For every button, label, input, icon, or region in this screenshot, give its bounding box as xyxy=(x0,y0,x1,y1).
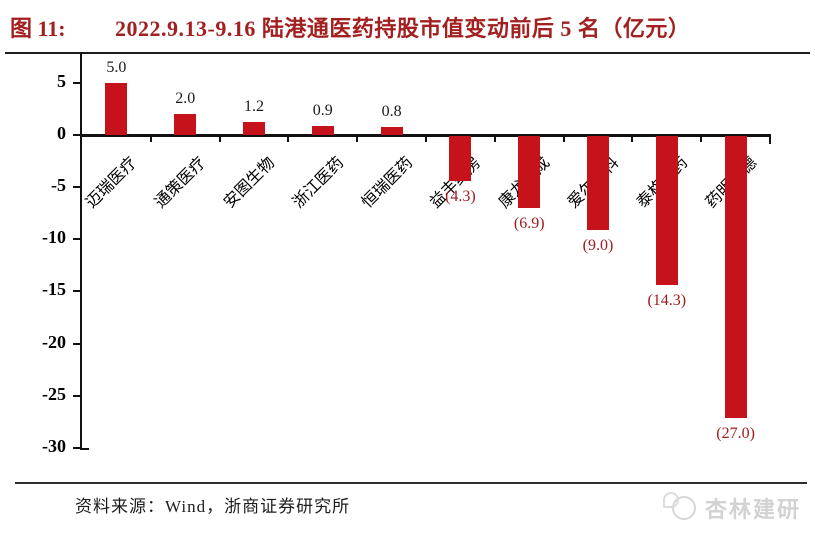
x-axis-tick xyxy=(631,137,634,142)
category-label: 迈瑞医疗 xyxy=(83,154,141,212)
bar xyxy=(518,136,541,208)
y-axis-tick xyxy=(73,394,80,397)
bar xyxy=(105,82,128,135)
x-axis-tick xyxy=(218,137,221,142)
y-tick-label: -25 xyxy=(42,383,66,404)
y-axis-tick xyxy=(73,290,80,293)
top-divider xyxy=(5,52,810,54)
bar xyxy=(655,136,678,286)
bottom-divider xyxy=(15,482,807,484)
x-axis-tick xyxy=(562,137,565,142)
y-axis-tick xyxy=(73,446,80,449)
x-axis xyxy=(80,134,771,137)
source-note: 资料来源：Wind，浙商证券研究所 xyxy=(75,497,351,516)
y-tick-label: 0 xyxy=(57,123,66,143)
figure-number-label: 图 11: xyxy=(10,16,66,41)
bar xyxy=(587,136,609,230)
y-axis-tick xyxy=(73,186,80,189)
figure-title: 2022.9.13-9.16 陆港通医药持股市值变动前后 5 名（亿元） xyxy=(115,16,691,41)
y-tick-label: -5 xyxy=(51,175,66,196)
y-tick-label: -20 xyxy=(42,331,66,352)
y-axis-tick xyxy=(73,81,80,84)
value-label: 5.0 xyxy=(106,58,127,76)
x-axis-tick xyxy=(700,137,703,142)
mascot-icon xyxy=(663,492,699,523)
bar xyxy=(243,122,265,135)
bar xyxy=(311,125,334,135)
x-axis-tick xyxy=(769,137,771,144)
category-label: 通策医疗 xyxy=(152,154,210,212)
brand-watermark: 杏林建研 xyxy=(663,492,801,524)
x-axis-tick xyxy=(493,137,496,142)
value-label: (9.0) xyxy=(582,236,614,254)
category-label: 安图生物 xyxy=(220,154,279,212)
y-axis-tick xyxy=(73,342,80,345)
value-label: (14.3) xyxy=(647,292,687,310)
axis-foot-tick xyxy=(82,448,89,450)
y-tick-label: 5 xyxy=(57,70,66,91)
category-label: 浙江医药 xyxy=(289,154,348,212)
x-axis-tick xyxy=(425,137,427,142)
x-axis-tick xyxy=(287,137,290,142)
y-axis-tick xyxy=(73,134,80,136)
value-label: (27.0) xyxy=(716,424,755,442)
y-tick-label: -30 xyxy=(42,435,66,456)
y-axis xyxy=(80,53,82,450)
value-label: (6.9) xyxy=(513,214,545,232)
value-label: 0.8 xyxy=(381,102,402,120)
bar xyxy=(174,114,197,135)
category-label: 恒瑞医药 xyxy=(358,154,416,212)
bar xyxy=(380,126,403,135)
y-tick-label: -10 xyxy=(42,227,66,248)
x-axis-tick xyxy=(356,137,359,142)
value-label: 0.9 xyxy=(312,101,333,119)
value-label: (4.3) xyxy=(445,187,476,205)
y-tick-label: -15 xyxy=(42,279,66,300)
value-label: 1.2 xyxy=(244,98,264,116)
bar xyxy=(449,136,472,181)
y-axis-tick xyxy=(73,238,80,241)
bar xyxy=(724,136,747,418)
x-axis-tick xyxy=(149,137,152,142)
value-label: 2.0 xyxy=(175,90,196,108)
brand-text: 杏林建研 xyxy=(705,497,802,522)
